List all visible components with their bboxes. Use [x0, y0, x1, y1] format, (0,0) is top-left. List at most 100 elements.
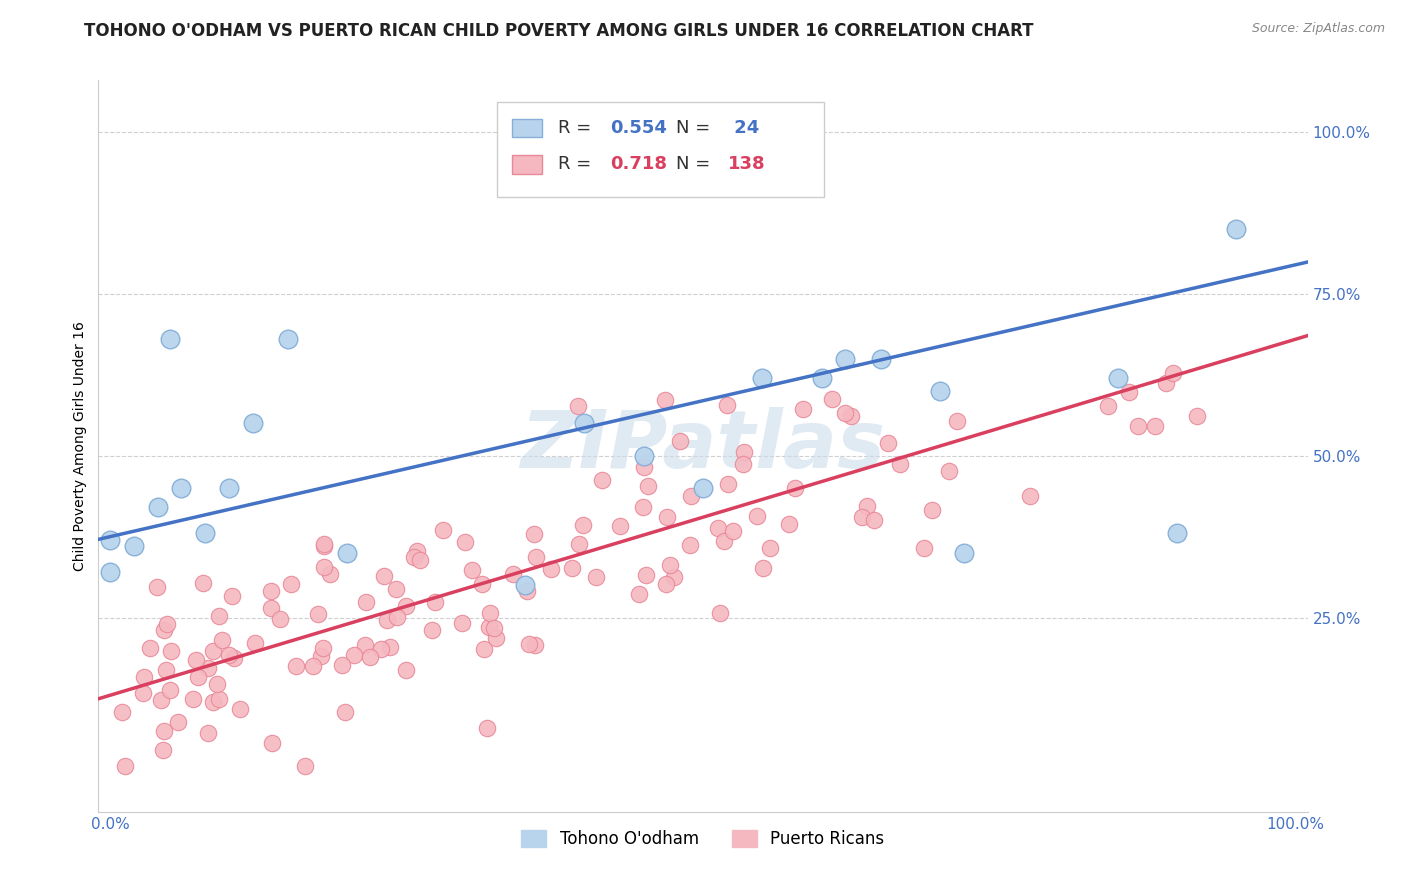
Point	[221, 589, 243, 603]
Point	[627, 587, 650, 601]
Point	[723, 524, 745, 538]
Point	[461, 563, 484, 577]
Point	[733, 457, 755, 471]
Point	[245, 635, 267, 649]
Point	[567, 400, 589, 414]
Point	[201, 644, 224, 658]
Point	[184, 653, 207, 667]
Point	[211, 633, 233, 648]
Point	[132, 670, 155, 684]
Text: 0.554: 0.554	[610, 119, 666, 136]
Point	[1161, 366, 1184, 380]
Point	[385, 609, 408, 624]
Point	[869, 351, 891, 366]
Point	[946, 414, 969, 428]
FancyBboxPatch shape	[498, 103, 824, 197]
Point	[181, 692, 204, 706]
Point	[785, 481, 807, 495]
Text: N =: N =	[676, 155, 717, 173]
Point	[631, 500, 654, 515]
Point	[517, 637, 540, 651]
Point	[633, 449, 655, 463]
FancyBboxPatch shape	[512, 119, 543, 137]
Point	[454, 534, 477, 549]
Point	[717, 477, 740, 491]
Point	[716, 398, 738, 412]
Text: TOHONO O'ODHAM VS PUERTO RICAN CHILD POVERTY AMONG GIRLS UNDER 16 CORRELATION CH: TOHONO O'ODHAM VS PUERTO RICAN CHILD POV…	[84, 22, 1033, 40]
Point	[952, 546, 974, 560]
Point	[378, 640, 401, 654]
Point	[343, 648, 366, 662]
Point	[851, 510, 873, 524]
Point	[224, 651, 246, 665]
Point	[131, 685, 153, 699]
Point	[502, 567, 524, 582]
Point	[856, 500, 879, 514]
Point	[302, 658, 325, 673]
Point	[197, 661, 219, 675]
Point	[98, 533, 121, 547]
Point	[153, 723, 176, 738]
Point	[609, 519, 631, 533]
Point	[167, 714, 190, 729]
Point	[194, 526, 217, 541]
Point	[637, 479, 659, 493]
Point	[568, 537, 591, 551]
Point	[751, 561, 773, 575]
FancyBboxPatch shape	[512, 155, 543, 174]
Point	[658, 558, 681, 572]
Point	[354, 638, 377, 652]
Point	[319, 567, 342, 582]
Point	[370, 642, 392, 657]
Point	[402, 549, 425, 564]
Point	[218, 648, 240, 662]
Point	[733, 445, 755, 459]
Point	[912, 541, 935, 555]
Point	[409, 553, 432, 567]
Point	[294, 759, 316, 773]
Point	[591, 473, 613, 487]
Point	[312, 640, 335, 655]
Point	[679, 489, 702, 503]
Point	[477, 721, 499, 735]
Point	[309, 649, 332, 664]
Point	[792, 402, 814, 417]
Point	[260, 600, 283, 615]
Point	[834, 351, 856, 366]
Text: R =: R =	[558, 119, 598, 136]
Point	[655, 576, 678, 591]
Point	[574, 417, 596, 431]
Point	[1225, 222, 1247, 236]
Point	[208, 691, 231, 706]
Point	[201, 694, 224, 708]
Point	[938, 464, 960, 478]
Point	[482, 621, 505, 635]
Point	[713, 534, 735, 549]
Point	[1118, 385, 1140, 400]
Point	[479, 607, 502, 621]
Point	[751, 371, 773, 385]
Point	[122, 539, 145, 553]
Point	[1166, 526, 1188, 541]
Point	[114, 759, 136, 773]
Point	[153, 623, 176, 637]
Point	[571, 517, 593, 532]
Point	[759, 541, 782, 556]
Point	[636, 568, 658, 582]
Text: 0.718: 0.718	[610, 155, 666, 173]
Point	[839, 409, 862, 424]
Point	[218, 481, 240, 495]
Point	[207, 677, 229, 691]
Point	[228, 702, 250, 716]
Point	[146, 580, 169, 594]
Point	[285, 659, 308, 673]
Point	[561, 561, 583, 575]
Point	[1185, 409, 1208, 423]
Point	[385, 582, 408, 596]
Point	[242, 417, 264, 431]
Point	[810, 371, 832, 385]
Point	[921, 503, 943, 517]
Point	[709, 606, 731, 620]
Text: Source: ZipAtlas.com: Source: ZipAtlas.com	[1251, 22, 1385, 36]
Point	[778, 516, 800, 531]
